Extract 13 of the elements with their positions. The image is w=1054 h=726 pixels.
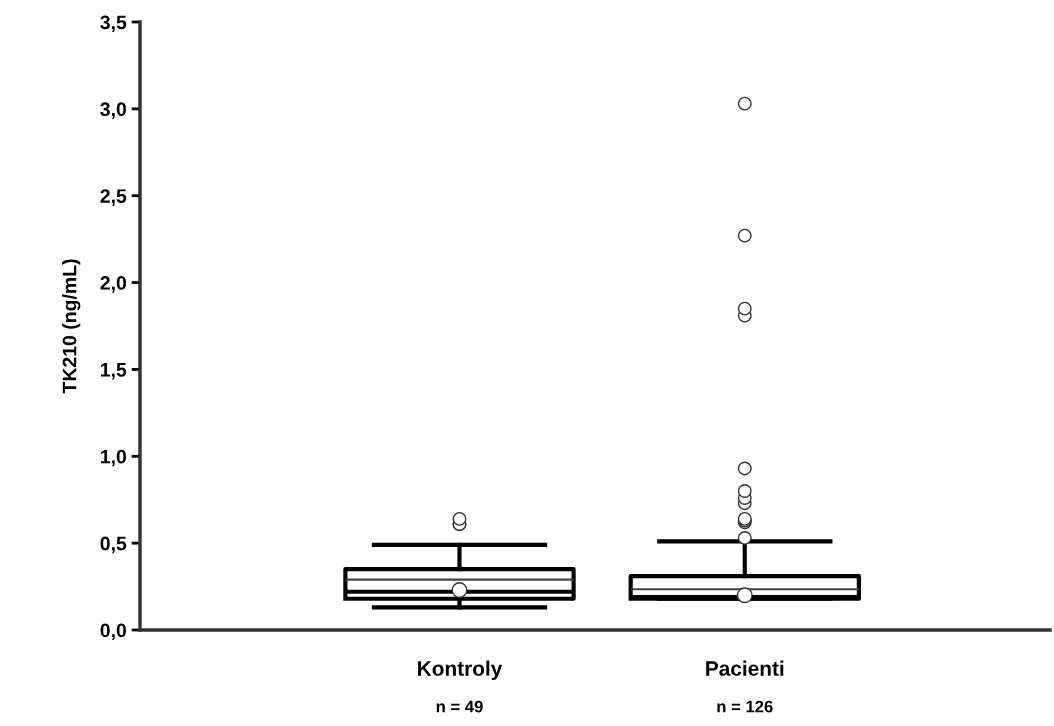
y-tick-label: 0,5	[100, 536, 127, 554]
y-tick-label: 3,0	[100, 102, 127, 119]
text: n = 126	[717, 700, 773, 713]
x-tick-label: Pacienti	[706, 660, 784, 676]
text: n = 49	[436, 700, 483, 713]
y-tick-label: 2,0	[100, 276, 127, 293]
y-tick-label: 3,5	[100, 15, 127, 33]
y-tick-label: 0,0	[100, 623, 127, 641]
y-axis-title: TK210 (ng/mL)	[62, 259, 81, 394]
y-tick-label: 1,5	[101, 363, 127, 380]
y-tick-label: 2,5	[100, 189, 127, 206]
y-tick-label: 1,0	[101, 449, 127, 467]
x-tick-label: Kontroly	[418, 660, 503, 680]
